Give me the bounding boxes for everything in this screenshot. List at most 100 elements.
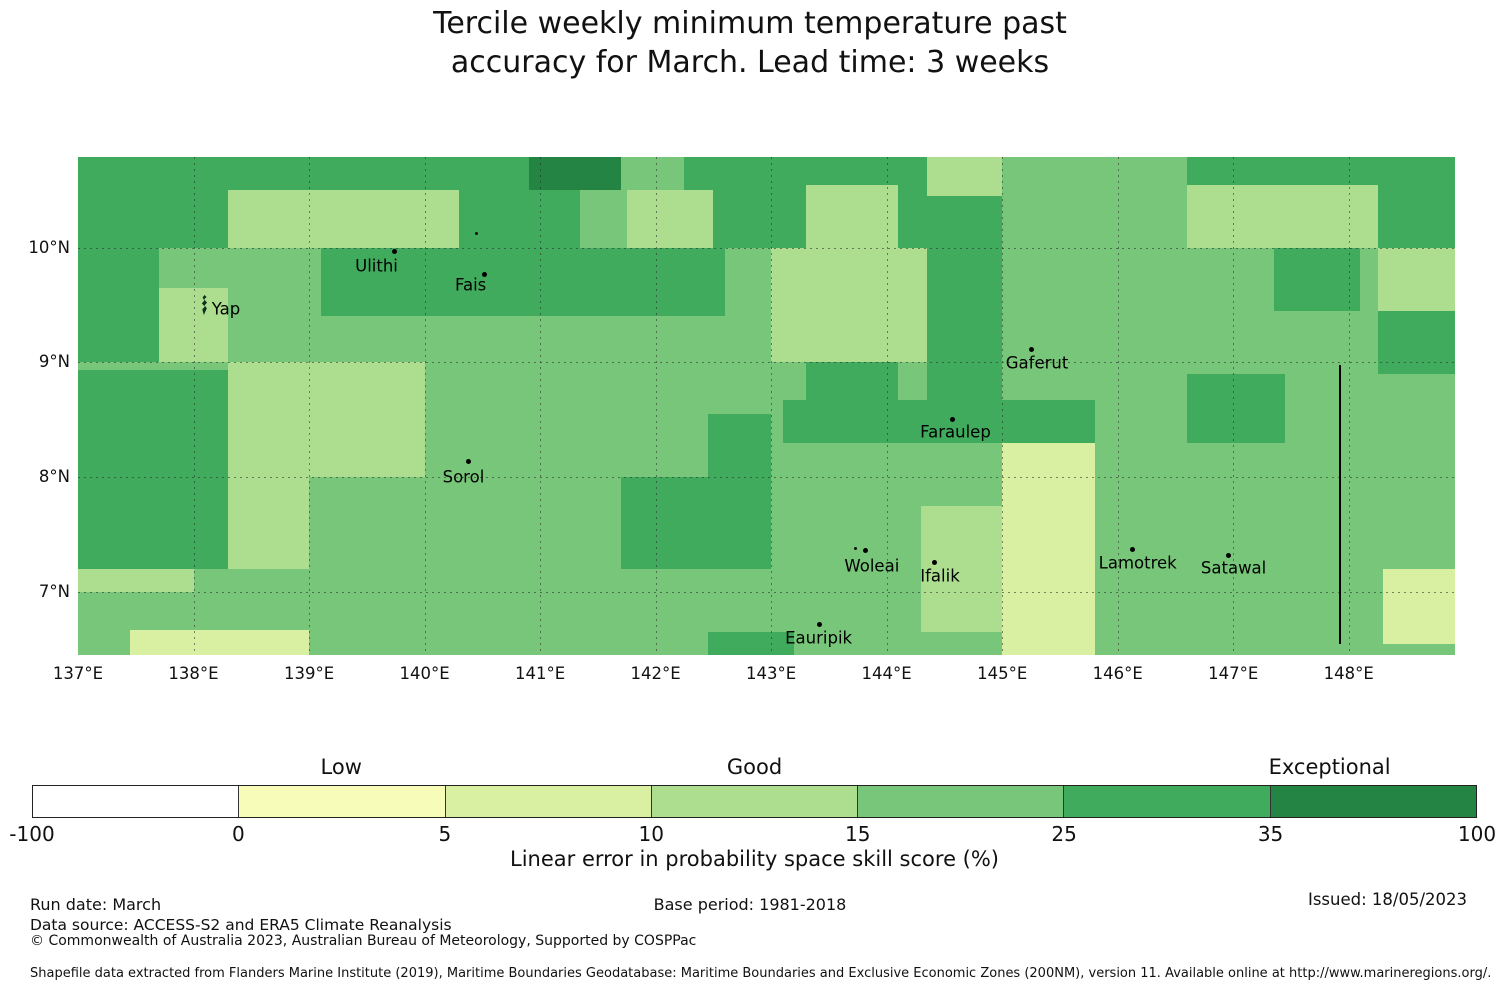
map-region: [707, 414, 772, 478]
map-region: [707, 632, 795, 655]
map-region: [1377, 247, 1455, 311]
place-marker-dot: [1130, 546, 1136, 552]
map-region: [1377, 184, 1455, 248]
longitude-tick-label: 139°E: [283, 664, 335, 683]
map-region: [805, 184, 899, 248]
longitude-tick-label: 142°E: [630, 664, 681, 683]
map-region: [1186, 373, 1286, 443]
colorbar-range-label: Good: [726, 755, 783, 779]
map-region: [1273, 247, 1361, 311]
latitude-tick-label: 8°N: [38, 467, 70, 487]
map-region: [1186, 184, 1378, 248]
colorbar-range-label: Exceptional: [1268, 755, 1391, 779]
colorbar-tick-label: 25: [1051, 822, 1077, 846]
map-region: [1186, 157, 1455, 185]
place-marker-dot: [482, 271, 488, 277]
latitude-gridline: [78, 362, 1455, 364]
copyright-text: © Commonwealth of Australia 2023, Austra…: [30, 933, 697, 949]
colorbar-segment: [1064, 786, 1271, 817]
colorbar-tick-label: -100: [9, 822, 55, 846]
map-region: [782, 400, 1095, 443]
islet-marker-dot: [475, 232, 479, 236]
place-label: Ifalik: [920, 566, 960, 586]
longitude-gridline: [540, 157, 542, 655]
map-region: [713, 190, 806, 248]
map-region: [1383, 568, 1455, 644]
yap-island-shape: [201, 295, 208, 316]
longitude-gridline: [655, 157, 657, 655]
place-label: Faraulep: [920, 422, 991, 442]
colorbar-tick-labels: -100 0 5 10 15 25 35 100: [9, 822, 1496, 846]
map-region: [228, 190, 460, 248]
longitude-gridline: [1348, 157, 1350, 655]
latitude-tick-label: 10°N: [28, 237, 70, 257]
place-marker-dot: [931, 559, 937, 565]
map-region: [228, 362, 425, 478]
colorbar-segment: [858, 786, 1065, 817]
place-marker-dot: [1028, 347, 1034, 353]
longitude-gridline: [193, 157, 195, 655]
map-region: [528, 157, 621, 191]
place-label: Gaferut: [1005, 353, 1069, 373]
map-region: [228, 477, 310, 569]
map-region: [626, 190, 714, 248]
map-region: [898, 157, 928, 248]
longitude-tick-label: 148°E: [1323, 664, 1374, 683]
map-region: [921, 505, 1003, 633]
chart-title-line1: Tercile weekly minimum temperature past: [433, 6, 1067, 41]
skill-score-map: Yap Ulithi Fais Sorol Gaferut Faraulep Woleai I…: [78, 157, 1455, 655]
longitude-gridline: [1233, 157, 1235, 655]
longitude-gridline: [886, 157, 888, 655]
longitude-tick-label: 140°E: [399, 664, 450, 683]
colorbar-segment: [239, 786, 446, 817]
latitude-gridline: [78, 591, 1455, 593]
colorbar-segment: [445, 786, 652, 817]
latitude-gridline: [78, 477, 1455, 479]
map-region: [320, 247, 725, 317]
colorbar-segment: [651, 786, 859, 817]
map-region: [927, 196, 1003, 409]
longitude-tick-label: 138°E: [168, 664, 219, 683]
colorbar-segment: [1270, 786, 1476, 817]
longitude-tick-label: 144°E: [861, 664, 912, 683]
colorbar-tick-label: 0: [232, 822, 245, 846]
latitude-tick-label: 7°N: [38, 581, 70, 601]
latitude-tick-label: 9°N: [38, 352, 70, 372]
map-region: [927, 157, 1003, 196]
map-region: [1002, 442, 1095, 655]
place-marker-dot: [465, 458, 471, 464]
place-label: Satawal: [1200, 558, 1267, 578]
map-region: [459, 190, 581, 248]
map-region: [78, 568, 194, 592]
data-source-text: Data source: ACCESS-S2 and ERA5 Climate …: [30, 916, 452, 934]
longitude-tick-label: 145°E: [977, 664, 1028, 683]
longitude-tick-label: 141°E: [514, 664, 566, 683]
colorbar-tick-label: 35: [1257, 822, 1284, 846]
colorbar-range-labels: Low Good Exceptional: [32, 755, 1477, 781]
base-period-text: Base period: 1981-2018: [653, 895, 847, 914]
longitude-gridline: [309, 157, 311, 655]
latitude-gridline: [78, 247, 1455, 249]
shapefile-attribution-text: Shapefile data extracted from Flanders M…: [30, 966, 1492, 981]
longitude-axis: 137°E 138°E 139°E 140°E 141°E 142°E 143°E 144°E…: [53, 664, 1455, 688]
longitude-gridline: [424, 157, 426, 655]
colorbar-caption: Linear error in probability space skill …: [510, 847, 999, 871]
islet-marker-dot: [853, 546, 857, 550]
place-marker-dot: [1226, 552, 1232, 558]
eez-boundary-line: [1339, 364, 1342, 644]
place-marker-dot: [949, 417, 955, 423]
map-region: [228, 157, 529, 191]
colorbar-tick-label: 100: [1457, 822, 1497, 846]
longitude-gridline: [1002, 157, 1004, 655]
place-label: Ulithi: [355, 256, 398, 276]
colorbar-tick-label: 5: [438, 822, 452, 846]
place-marker-dot: [817, 621, 823, 627]
map-region: [620, 477, 772, 569]
place-marker-dot: [863, 548, 869, 554]
map-region: [771, 247, 928, 363]
colorbar: [32, 785, 1477, 818]
longitude-tick-label: 146°E: [1092, 664, 1143, 683]
longitude-tick-label: 143°E: [746, 664, 797, 683]
colorbar-tick-label: 10: [638, 822, 665, 846]
